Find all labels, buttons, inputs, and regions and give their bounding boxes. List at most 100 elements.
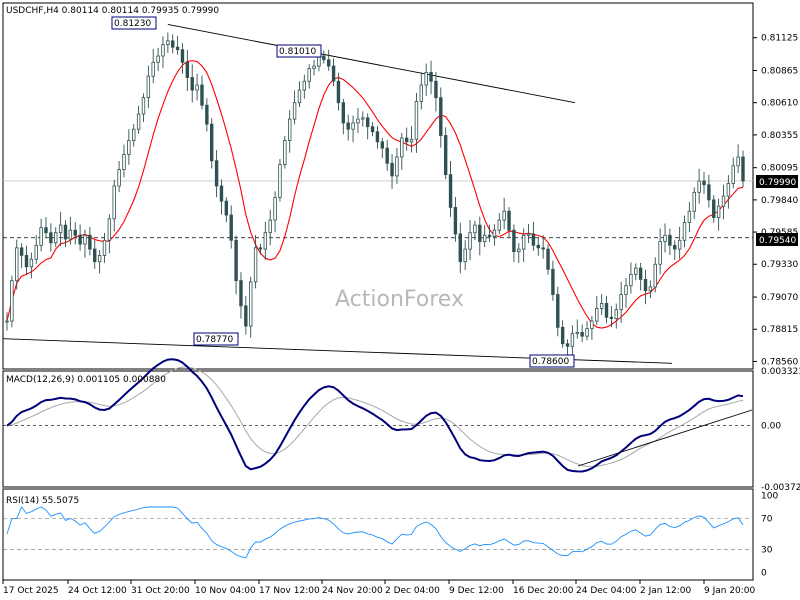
price-candle — [49, 223, 53, 252]
price-candle — [653, 257, 657, 293]
price-candle — [390, 154, 394, 189]
price-candle — [292, 90, 297, 125]
price-candle — [156, 47, 160, 72]
price-candle — [692, 187, 696, 219]
price-candle — [205, 98, 209, 132]
price-axis-label: 0.78815 — [761, 325, 798, 335]
price-candle — [712, 195, 716, 223]
price-candle — [44, 217, 48, 239]
price-candle — [512, 224, 516, 263]
price-candle — [697, 168, 701, 204]
price-candle — [361, 111, 365, 127]
price-candle — [736, 144, 740, 174]
macd-signal-line — [6, 366, 744, 468]
price-candle — [473, 220, 477, 241]
price-axis-label: 0.79840 — [761, 196, 798, 206]
time-axis-label: 9 Jan 20:00 — [704, 586, 756, 596]
upper-channel-line — [167, 24, 576, 104]
level-price-label: 0.79540 — [759, 236, 796, 246]
time-axis-label: 16 Dec 20:00 — [513, 586, 574, 596]
price-candle — [268, 209, 272, 246]
time-axis-label: 9 Dec 12:00 — [449, 586, 504, 596]
price-candle — [249, 276, 253, 338]
price-axis-label: 0.79070 — [761, 293, 798, 303]
price-candle — [24, 245, 29, 275]
price-candle — [229, 205, 233, 249]
price-candle — [166, 32, 170, 53]
price-candle — [424, 63, 428, 96]
price-candle — [497, 213, 501, 235]
price-candle — [429, 60, 433, 95]
macd-axis-label: 0.003321 — [761, 367, 800, 377]
price-candle — [39, 218, 43, 252]
moving-average-line — [6, 60, 744, 329]
price-candle — [731, 157, 735, 189]
price-candle — [468, 220, 472, 261]
current-price-label: 0.79990 — [759, 178, 796, 188]
price-candle — [200, 75, 204, 110]
price-axis-label: 0.80095 — [761, 164, 798, 174]
price-candle — [590, 315, 594, 340]
price-candle — [531, 221, 536, 251]
price-candle — [580, 324, 584, 343]
price-candle — [502, 197, 506, 230]
price-candle — [517, 242, 521, 263]
price-candle — [414, 93, 419, 153]
high-annotation-box — [111, 16, 157, 30]
price-candle — [127, 129, 131, 165]
price-candle — [419, 72, 424, 110]
price-candle — [707, 174, 711, 208]
rsi-header: RSI(14) 55.5075 — [6, 496, 79, 506]
price-header: USDCHF,H4 0.80114 0.80114 0.79935 0.7999… — [6, 6, 219, 16]
price-candle — [63, 220, 68, 248]
price-candle — [253, 235, 258, 289]
price-candle — [68, 216, 73, 245]
price-candle — [15, 239, 19, 290]
price-candle — [624, 278, 628, 308]
price-candle — [297, 81, 302, 108]
price-candle — [599, 294, 604, 316]
price-candle — [526, 224, 531, 243]
price-candle — [214, 150, 219, 198]
price-candle — [643, 269, 648, 305]
price-candle — [97, 250, 102, 274]
price-candle — [443, 127, 448, 180]
price-candle — [385, 139, 389, 171]
price-candle — [83, 229, 87, 258]
main-price-panel — [2, 2, 754, 370]
price-candle — [331, 58, 336, 87]
price-candle — [551, 260, 555, 301]
price-axis-label: 0.80355 — [761, 131, 798, 141]
price-candle — [326, 49, 331, 71]
low-annotation-box — [193, 332, 239, 346]
price-axis-label: 0.81125 — [761, 34, 798, 44]
price-candle — [283, 135, 287, 169]
price-candle — [161, 36, 165, 69]
price-candle — [409, 126, 414, 153]
price-candle — [351, 115, 355, 143]
macd-axis-label: 0.00 — [761, 422, 781, 432]
price-candle — [439, 87, 443, 148]
time-axis-label: 2 Dec 04:00 — [385, 586, 440, 596]
price-candle — [546, 244, 550, 275]
price-candle — [5, 312, 9, 331]
time-axis-label: 17 Nov 12:00 — [259, 586, 320, 596]
price-candle — [458, 222, 462, 274]
price-axis-label: 0.79330 — [761, 260, 798, 270]
price-candle — [721, 184, 726, 220]
price-candle — [370, 122, 375, 137]
price-candle — [453, 197, 458, 242]
price-candle — [541, 235, 545, 259]
price-candle — [478, 216, 482, 256]
price-candle — [288, 109, 292, 153]
macd-axis-label: -0.003723 — [761, 483, 800, 493]
price-candle — [117, 161, 121, 193]
price-candle — [29, 252, 34, 279]
price-candle — [668, 228, 672, 256]
rsi-line — [6, 506, 744, 559]
price-candle — [648, 280, 653, 299]
price-candle — [673, 240, 677, 261]
time-axis-label: 17 Oct 2025 — [3, 586, 59, 596]
macd-support-trendline — [577, 409, 753, 467]
price-candle — [463, 240, 467, 270]
